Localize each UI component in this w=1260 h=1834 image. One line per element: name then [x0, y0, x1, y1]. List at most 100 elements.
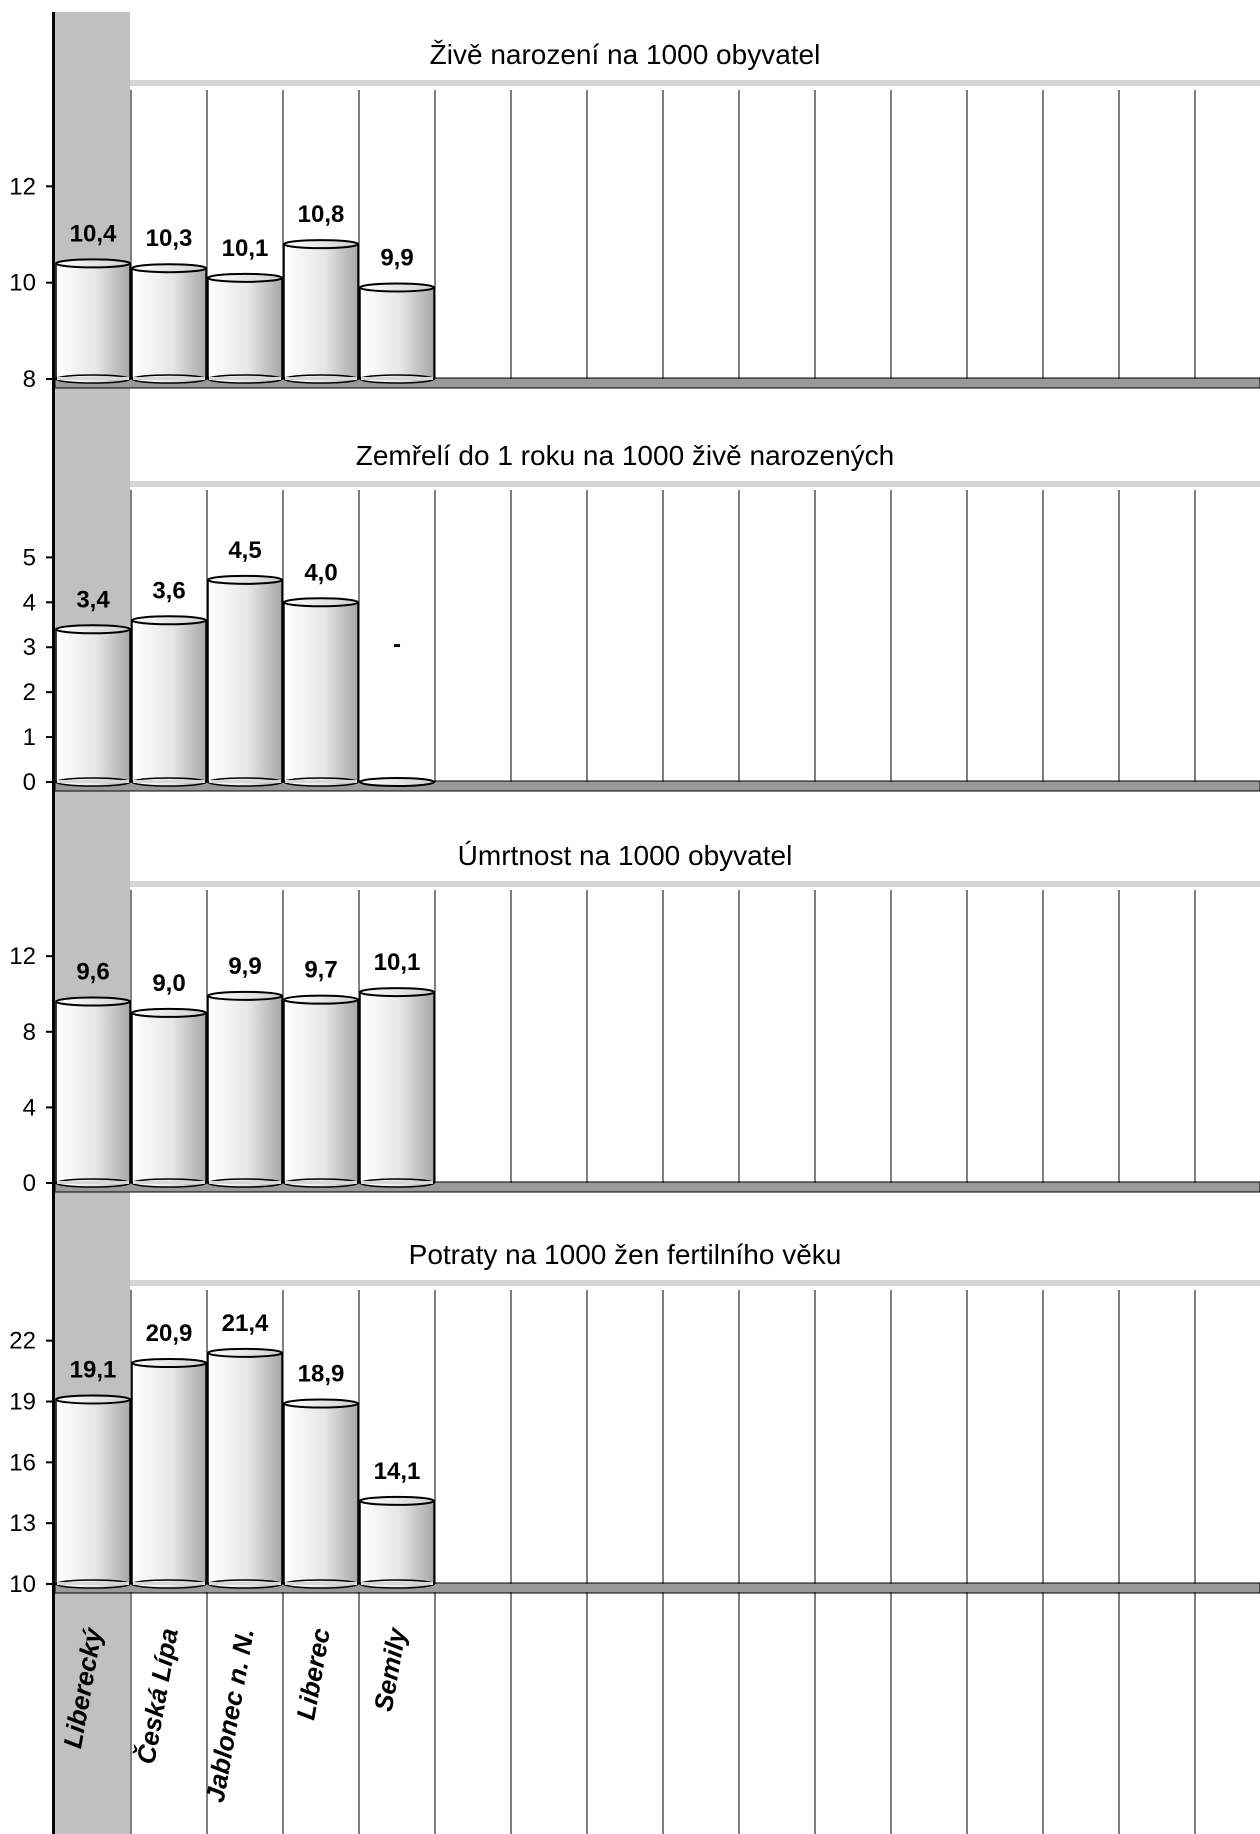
- panel-1-ytick-label: 12: [9, 173, 36, 200]
- panel-3-bar-cap: [359, 987, 435, 998]
- panel-4-ytick-label: 22: [9, 1328, 36, 1355]
- panel-2-value-label: -: [393, 631, 401, 658]
- panel-3-bar-base-fill: [57, 1181, 129, 1184]
- panel-3-ytick-label: 8: [23, 1019, 36, 1046]
- panel-4-bar: [283, 1402, 359, 1585]
- panel-2-value-label: 4,0: [304, 559, 337, 586]
- panel-1-value-label: 10,3: [146, 225, 193, 252]
- panel-4-title: Potraty na 1000 žen fertilního věku: [409, 1239, 842, 1270]
- panel-3-value-label: 9,9: [228, 953, 261, 980]
- panel-2-bar: [131, 619, 207, 783]
- panel-1-bar-base-fill: [361, 377, 433, 380]
- panel-4-bar-cap: [207, 1347, 283, 1358]
- panel-4-bar: [55, 1398, 131, 1585]
- panel-4-bar-cap: [359, 1495, 435, 1506]
- panel-1-ytick-label: 10: [9, 270, 36, 297]
- panel-4-bar: [131, 1362, 207, 1585]
- panel-2-value-label: 4,5: [228, 537, 261, 564]
- panel-4-bar-cap: [131, 1357, 207, 1368]
- gridline-layer: [46, 90, 1196, 1834]
- panel-4-bar-base-fill: [57, 1582, 129, 1585]
- panel-2-title: Zemřelí do 1 roku na 1000 živě narozenýc…: [356, 440, 895, 471]
- panel-4-ytick-label: 13: [9, 1510, 36, 1537]
- panel-1-value-label: 9,9: [380, 244, 413, 271]
- panel-2-ytick-label: 0: [23, 769, 36, 796]
- panel-3-ytick-label: 12: [9, 943, 36, 970]
- panel-2-value-label: 3,4: [76, 586, 110, 613]
- panel-3-bar: [207, 995, 283, 1184]
- panel-3-bar: [55, 1000, 131, 1184]
- panel-1-floor: [54, 377, 1260, 389]
- panel-4-title-bar: [130, 1280, 1260, 1286]
- panel-1-title: Živě narození na 1000 obyvatel: [430, 39, 821, 70]
- bars-layer: [55, 239, 435, 1589]
- panel-1-bar-cap: [283, 239, 359, 250]
- category-label: Liberec: [290, 1625, 336, 1722]
- panel-2-bar-base-fill: [57, 780, 129, 783]
- panel-4-bar-cap: [283, 1398, 359, 1409]
- panel-3-ytick-label: 4: [23, 1094, 36, 1121]
- category-label: Semily: [368, 1624, 412, 1713]
- panel-2-ytick-label: 5: [23, 544, 36, 571]
- panel-3-bar-base-fill: [133, 1181, 205, 1184]
- panel-1-bar: [283, 243, 359, 380]
- panel-1-value-label: 10,8: [298, 201, 345, 228]
- panel-4-value-label: 21,4: [222, 1310, 269, 1337]
- panel-4-bar-base-fill: [133, 1582, 205, 1585]
- panel-1-bar: [207, 277, 283, 380]
- panel-3-value-label: 9,7: [304, 957, 337, 984]
- panel-2-bar-cap: [55, 624, 131, 635]
- panel-2-ytick-label: 3: [23, 634, 36, 661]
- panel-2-title-bar: [130, 481, 1260, 487]
- panel-4-ytick-label: 16: [9, 1449, 36, 1476]
- panel-4-value-label: 19,1: [70, 1356, 117, 1383]
- panel-2-ytick-label: 4: [23, 589, 36, 616]
- panel-1-bar: [359, 286, 435, 380]
- y-axis-line: [52, 12, 55, 1834]
- panel-2-floor: [54, 780, 1260, 792]
- panel-1-bar-base-fill: [57, 377, 129, 380]
- panel-1-bar-cap: [55, 258, 131, 269]
- panel-3-value-label: 9,6: [76, 959, 109, 986]
- panel-2-bar-base-fill: [133, 780, 205, 783]
- panel-2-ytick-label: 2: [23, 679, 36, 706]
- panel-3-bar: [283, 998, 359, 1184]
- panel-1-bar-base-fill: [209, 377, 281, 380]
- panel-2-bar-cap: [207, 574, 283, 585]
- panel-2-bar-cap: [359, 777, 435, 787]
- category-label: Jablonec n. N.: [200, 1626, 260, 1805]
- panel-3-value-label: 9,0: [152, 970, 185, 997]
- panel-1-bar-cap: [131, 263, 207, 274]
- panel-3-bar-base-fill: [209, 1181, 281, 1184]
- category-label: Česká Lípa: [131, 1626, 184, 1766]
- panel-4-value-label: 20,9: [146, 1320, 193, 1347]
- panel-1-bar: [131, 267, 207, 380]
- panel-4-bar-base-fill: [285, 1582, 357, 1585]
- panel-2-bar: [207, 579, 283, 783]
- panel-2-bar: [283, 601, 359, 783]
- panel-4-bar-base-fill: [209, 1582, 281, 1585]
- panel-4-ytick-label: 10: [9, 1571, 36, 1598]
- panel-3-bar-cap: [283, 994, 359, 1005]
- panel-3-bar-base-fill: [361, 1181, 433, 1184]
- panel-3-bar-cap: [55, 996, 131, 1007]
- panel-4-bar: [207, 1352, 283, 1585]
- panel-2-value-label: 3,6: [152, 577, 185, 604]
- panel-4-value-label: 14,1: [374, 1458, 421, 1485]
- panel-1-bar: [55, 262, 131, 380]
- panel-3-ytick-label: 0: [23, 1170, 36, 1197]
- panel-1-bar-base-fill: [133, 377, 205, 380]
- panel-3-bar: [131, 1012, 207, 1184]
- panel-2-bar-base-fill: [285, 780, 357, 783]
- panel-3-title: Úmrtnost na 1000 obyvatel: [458, 840, 793, 871]
- panel-3-bar-cap: [207, 990, 283, 1001]
- panel-3-bar: [359, 991, 435, 1184]
- panel-2-bar-cap: [283, 597, 359, 608]
- panel-2-bar: [55, 628, 131, 783]
- panel-1-value-label: 10,1: [222, 235, 269, 262]
- panel-3-floor: [54, 1181, 1260, 1193]
- panel-4-bar-base-fill: [361, 1582, 433, 1585]
- panel-2-ytick-label: 1: [23, 724, 36, 751]
- panel-3-value-label: 10,1: [374, 949, 421, 976]
- panel-4-bar: [359, 1500, 435, 1585]
